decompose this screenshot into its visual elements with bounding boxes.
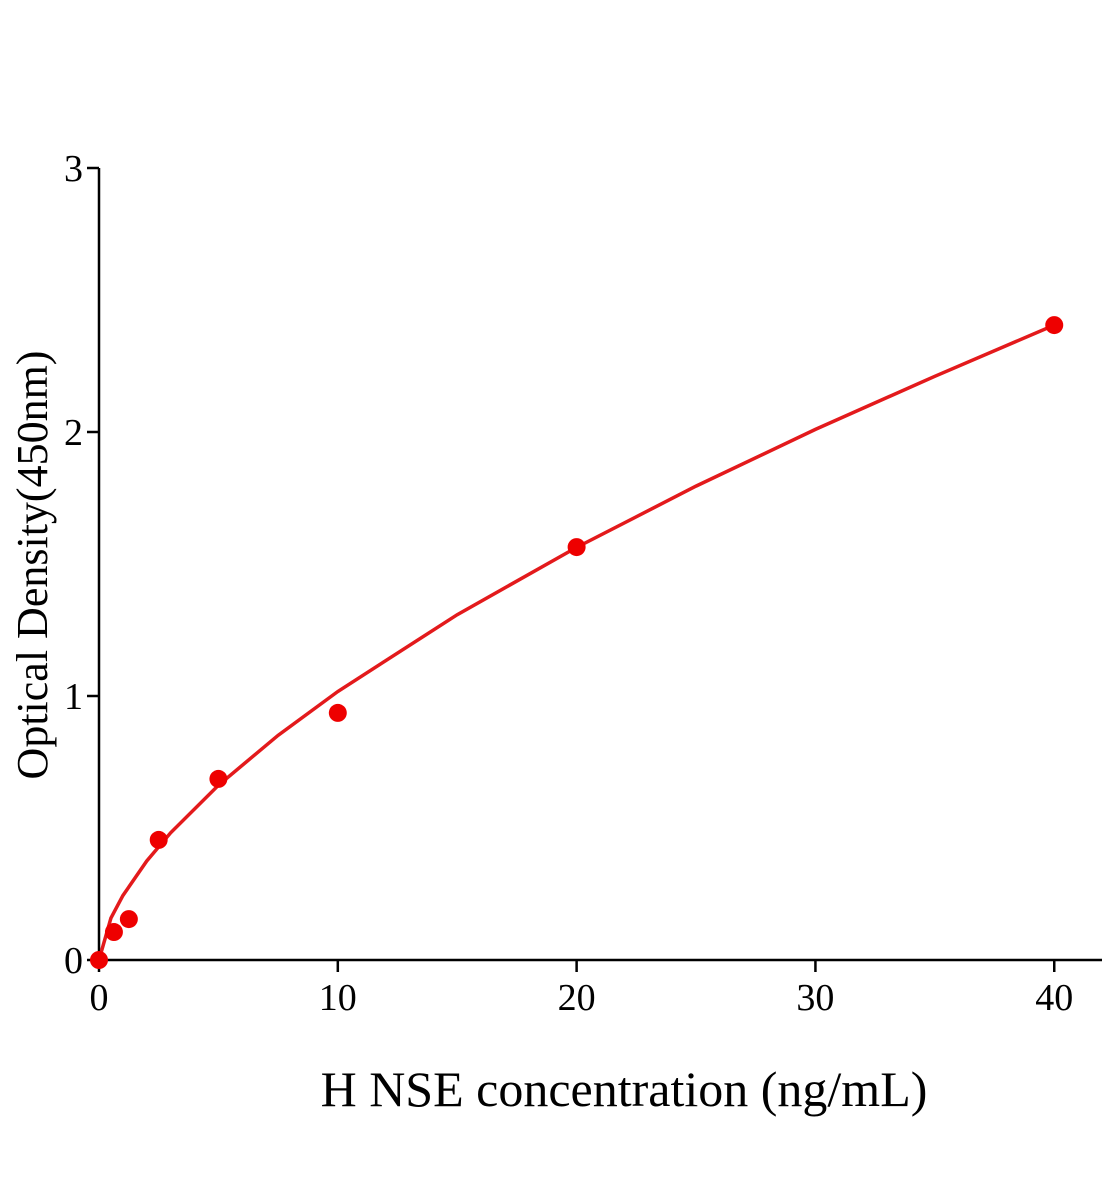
data-point (1045, 316, 1064, 335)
data-point (209, 769, 228, 788)
y-axis-label: Optical Density(450nm) (8, 351, 57, 780)
y-tick-label: 1 (64, 676, 83, 718)
x-tick-label: 10 (319, 977, 357, 1019)
x-tick-label: 40 (1035, 977, 1073, 1019)
y-tick-label: 3 (64, 148, 83, 190)
data-point (119, 910, 138, 929)
x-tick-label: 20 (558, 977, 596, 1019)
data-point (328, 703, 347, 722)
y-tick-label: 2 (64, 412, 83, 454)
x-axis-label: H NSE concentration (ng/mL) (321, 1061, 928, 1117)
data-point (90, 951, 108, 969)
x-tick-label: 0 (90, 977, 109, 1019)
x-tick-label: 30 (796, 977, 834, 1019)
fit-curve (97, 323, 1055, 961)
data-point (149, 830, 168, 849)
data-point (567, 538, 586, 557)
data-point (104, 923, 123, 942)
y-tick-label: 0 (64, 940, 83, 982)
